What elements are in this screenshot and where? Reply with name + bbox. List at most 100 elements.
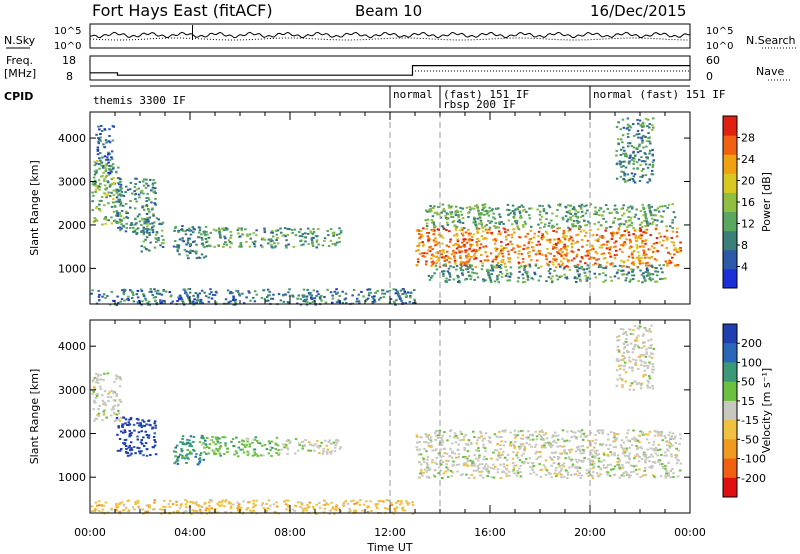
- data-pixel: [174, 455, 177, 458]
- data-pixel: [95, 372, 98, 375]
- data-pixel: [559, 469, 563, 472]
- data-pixel: [359, 499, 362, 502]
- data-pixel: [673, 248, 676, 251]
- data-pixel: [553, 238, 556, 241]
- data-pixel: [660, 244, 664, 247]
- data-pixel: [612, 232, 616, 234]
- data-pixel: [322, 511, 326, 514]
- data-pixel: [204, 509, 207, 512]
- data-pixel: [151, 446, 155, 449]
- data-pixel: [628, 129, 631, 132]
- data-pixel: [620, 138, 623, 141]
- data-pixel: [626, 432, 629, 435]
- data-pixel: [95, 377, 99, 380]
- data-pixel: [189, 301, 192, 304]
- data-pixel: [431, 229, 435, 232]
- data-pixel: [139, 424, 142, 426]
- data-region: [91, 372, 123, 422]
- data-pixel: [489, 269, 492, 272]
- data-pixel: [193, 240, 196, 243]
- data-pixel: [503, 430, 506, 433]
- data-pixel: [514, 220, 517, 223]
- data-pixel: [538, 250, 542, 253]
- data-pixel: [97, 208, 101, 210]
- data-pixel: [643, 345, 646, 348]
- data-pixel: [486, 211, 489, 214]
- data-pixel: [96, 146, 100, 149]
- data-pixel: [586, 434, 589, 437]
- data-pixel: [468, 258, 471, 261]
- data-pixel: [476, 276, 480, 279]
- freq-tick-bottom: 8: [66, 70, 73, 83]
- data-pixel: [626, 259, 629, 262]
- data-pixel: [304, 298, 307, 301]
- data-pixel: [97, 500, 101, 503]
- data-pixel: [674, 456, 678, 459]
- data-pixel: [642, 206, 645, 209]
- data-pixel: [110, 156, 113, 159]
- data-pixel: [632, 179, 635, 182]
- data-pixel: [297, 442, 301, 445]
- noise-right-label: N.Search: [746, 34, 796, 47]
- data-pixel: [579, 430, 582, 433]
- data-pixel: [596, 472, 599, 475]
- data-pixel: [492, 451, 495, 454]
- data-pixel: [188, 229, 191, 232]
- data-pixel: [577, 474, 580, 477]
- data-pixel: [93, 173, 97, 176]
- data-pixel: [514, 436, 517, 439]
- data-pixel: [118, 193, 122, 196]
- data-pixel: [579, 230, 583, 233]
- data-pixel: [580, 474, 584, 477]
- data-pixel: [162, 289, 166, 291]
- cpid-mode-label: normal (fast) 151 IF: [593, 88, 725, 101]
- data-pixel: [334, 444, 337, 446]
- data-pixel: [665, 246, 668, 249]
- data-pixel: [238, 503, 241, 506]
- data-pixel: [115, 416, 119, 419]
- data-region: [95, 125, 115, 175]
- data-pixel: [618, 364, 621, 367]
- data-pixel: [556, 251, 559, 254]
- data-pixel: [628, 160, 631, 163]
- data-pixel: [233, 300, 237, 303]
- data-pixel: [310, 237, 313, 240]
- data-pixel: [568, 449, 571, 452]
- data-pixel: [286, 448, 290, 451]
- data-pixel: [637, 334, 640, 337]
- data-pixel: [652, 159, 655, 162]
- y-tick-label: 2000: [58, 219, 86, 232]
- data-pixel: [480, 254, 483, 256]
- data-pixel: [648, 123, 651, 125]
- data-pixel: [528, 250, 531, 253]
- data-pixel: [100, 378, 103, 381]
- cpid-label: CPID: [4, 90, 33, 103]
- data-pixel: [210, 507, 214, 510]
- data-pixel: [93, 419, 96, 422]
- data-pixel: [418, 237, 421, 240]
- data-pixel: [640, 382, 644, 385]
- data-pixel: [578, 205, 581, 207]
- colorbar-tick-label: 50: [741, 376, 755, 389]
- data-pixel: [246, 233, 249, 236]
- data-pixel: [679, 249, 683, 252]
- data-pixel: [623, 451, 627, 454]
- data-pixel: [520, 253, 523, 255]
- data-pixel: [229, 505, 233, 508]
- data-pixel: [427, 239, 430, 241]
- data-pixel: [626, 473, 629, 476]
- data-pixel: [125, 448, 128, 450]
- data-pixel: [600, 253, 603, 256]
- data-pixel: [457, 214, 460, 217]
- data-pixel: [129, 417, 133, 420]
- data-pixel: [617, 218, 620, 221]
- data-pixel: [544, 468, 547, 471]
- data-pixel: [616, 457, 620, 460]
- data-pixel: [91, 209, 94, 212]
- data-pixel: [357, 300, 361, 303]
- data-pixel: [628, 388, 632, 391]
- data-pixel: [539, 210, 542, 213]
- data-pixel: [146, 510, 150, 513]
- data-pixel: [467, 234, 471, 237]
